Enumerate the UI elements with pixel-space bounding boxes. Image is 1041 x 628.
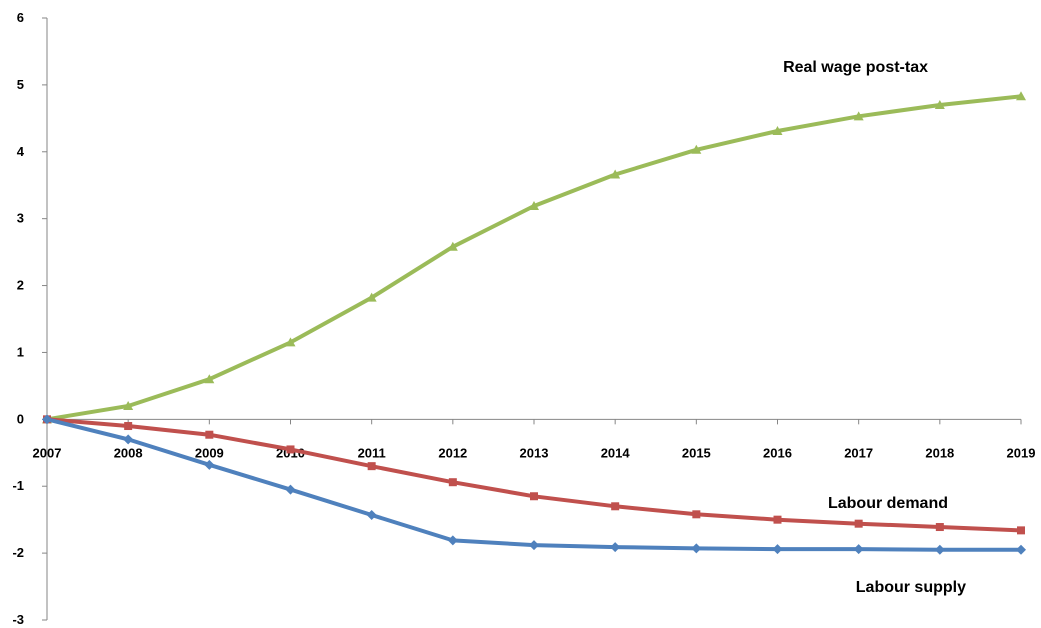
data-point-triangle <box>853 111 864 121</box>
data-point-triangle <box>1016 91 1026 101</box>
x-tick-label: 2014 <box>601 445 631 460</box>
data-point-square <box>205 430 214 439</box>
data-point-square <box>854 519 863 528</box>
data-point-square <box>1017 526 1025 535</box>
series-line-labour-demand <box>45 417 1023 533</box>
data-point-square <box>611 502 620 511</box>
data-point-triangle <box>610 169 621 179</box>
x-tick-label: 2011 <box>358 445 386 460</box>
data-point-square <box>448 478 457 487</box>
data-point-diamond <box>447 535 458 546</box>
data-point-triangle <box>934 99 945 109</box>
x-tick-label: 2013 <box>520 445 549 460</box>
data-point-square <box>692 510 701 519</box>
x-tick-label: 2012 <box>438 445 467 460</box>
data-point-diamond <box>1016 544 1026 555</box>
data-point-triangle <box>447 241 458 251</box>
series-label-labour-demand: Labour demand <box>828 495 948 512</box>
data-point-square <box>935 523 944 532</box>
y-tick-label: 2 <box>17 278 24 293</box>
x-tick-label: 2008 <box>114 445 143 460</box>
x-tick-label: 2019 <box>1007 445 1036 460</box>
x-tick-label: 2015 <box>682 445 711 460</box>
data-point-diamond <box>285 484 296 495</box>
series-label-labour-supply: Labour supply <box>856 579 966 596</box>
data-point-square <box>773 515 782 524</box>
data-point-square <box>286 445 295 454</box>
data-point-diamond <box>529 540 539 551</box>
series-labels: Real wage post-tax Labour demand Labour su… <box>783 59 966 596</box>
series-line-labour-supply <box>45 417 1023 552</box>
data-point-triangle <box>529 200 539 210</box>
y-tick-label: 1 <box>17 344 24 359</box>
series-lines <box>42 91 1026 555</box>
data-point-square <box>530 492 538 501</box>
data-point-diamond <box>610 542 621 553</box>
data-point-diamond <box>123 434 134 445</box>
data-point-diamond <box>204 459 215 470</box>
y-tick-label: 3 <box>17 211 24 226</box>
data-point-diamond <box>934 544 945 555</box>
axes: -3-2-10123456200720082009201020112012201… <box>12 10 1035 627</box>
data-point-triangle <box>772 126 783 136</box>
data-point-diamond <box>853 544 864 555</box>
data-point-diamond <box>772 544 783 555</box>
y-tick-label: 4 <box>17 144 25 159</box>
data-point-triangle <box>204 374 215 384</box>
y-tick-label: 5 <box>17 77 24 92</box>
y-tick-label: -2 <box>12 545 24 560</box>
y-tick-label: 6 <box>17 10 24 25</box>
x-tick-label: 2016 <box>763 445 792 460</box>
y-tick-label: -3 <box>12 612 24 627</box>
data-point-triangle <box>691 144 702 154</box>
series-line-real-wage-post-tax <box>45 94 1023 422</box>
data-point-square <box>124 422 133 431</box>
data-point-square <box>367 462 376 471</box>
series-label-real-wage-post-tax: Real wage post-tax <box>783 59 928 76</box>
x-tick-label: 2018 <box>925 445 954 460</box>
y-tick-label: 0 <box>17 411 24 426</box>
data-point-triangle <box>366 292 377 302</box>
data-point-diamond <box>366 509 377 520</box>
x-tick-label: 2017 <box>844 445 873 460</box>
data-point-triangle <box>123 400 134 410</box>
y-tick-label: -1 <box>12 478 24 493</box>
data-point-diamond <box>691 543 702 554</box>
x-tick-label: 2007 <box>33 445 62 460</box>
x-tick-label: 2009 <box>195 445 224 460</box>
data-point-diamond <box>42 414 52 425</box>
data-point-triangle <box>285 337 296 347</box>
